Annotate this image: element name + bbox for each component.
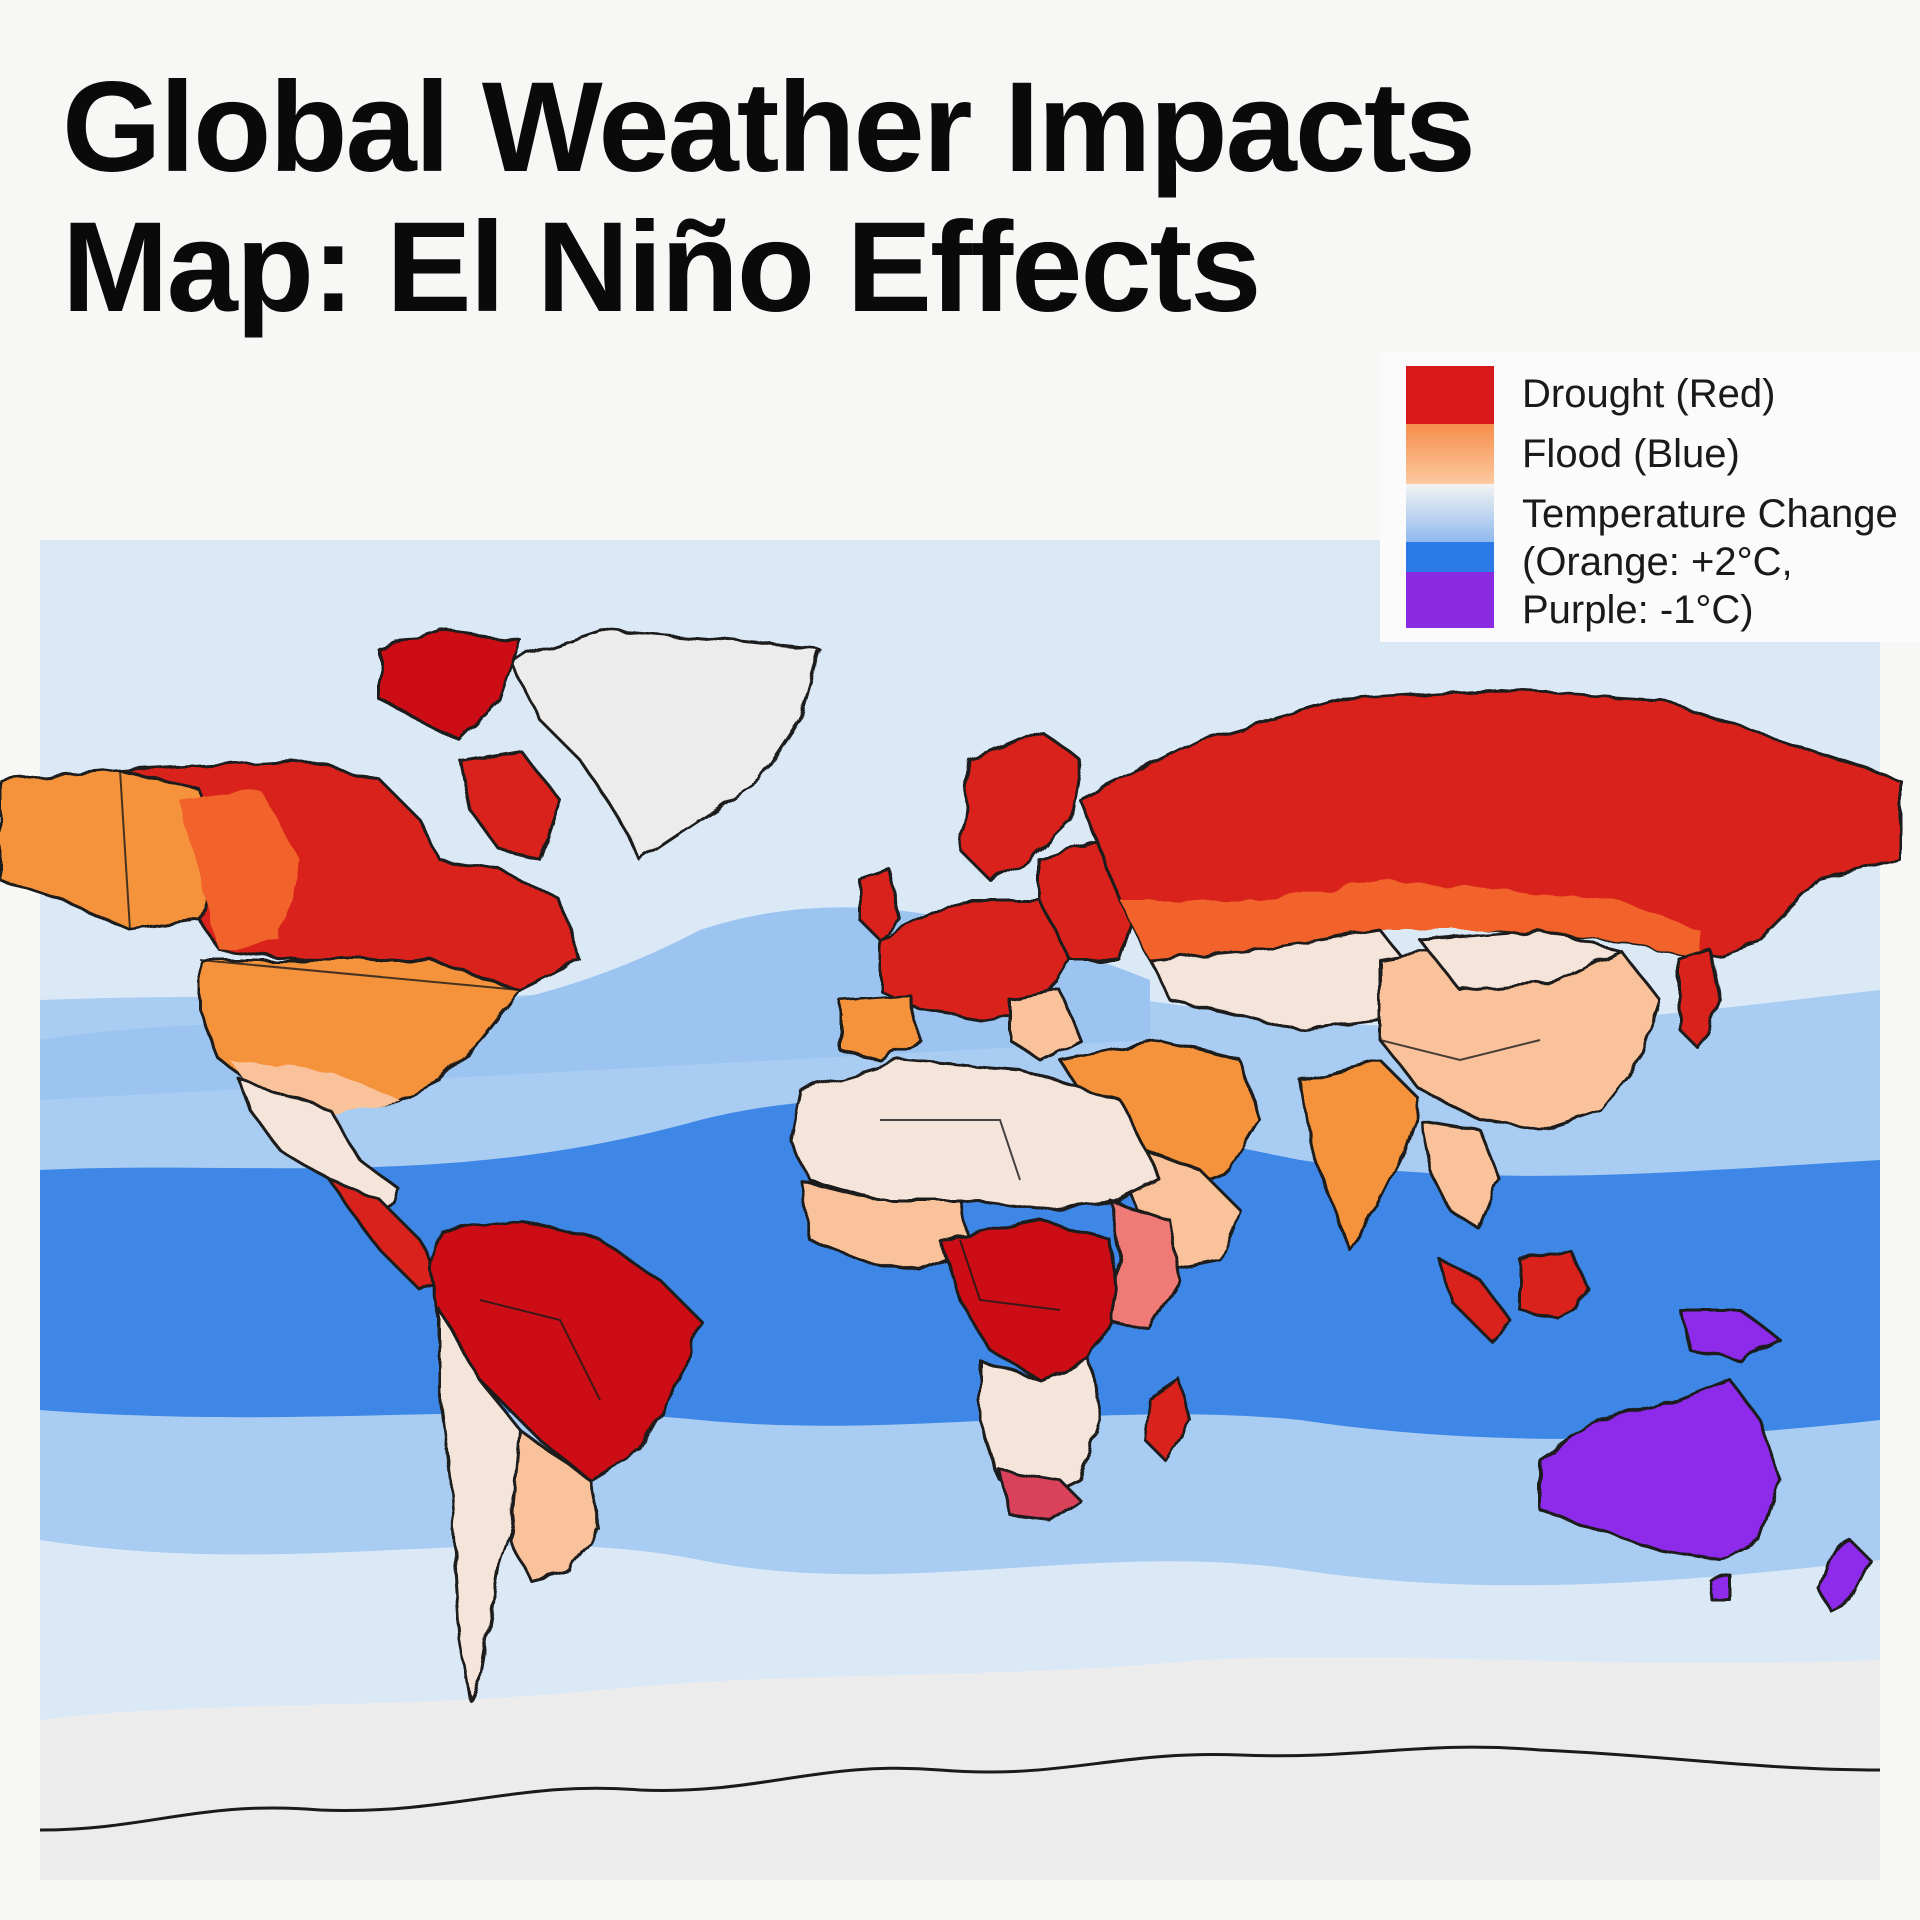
- continents: [0, 628, 1902, 1702]
- page-title: Global Weather Impacts Map: El Niño Effe…: [62, 58, 1562, 338]
- region-new-zealand: [1818, 1538, 1872, 1612]
- border-alaska: [119, 769, 131, 931]
- region-north-africa: [788, 1058, 1162, 1212]
- border-africa-central: [959, 1239, 1061, 1311]
- region-tasmania: [1708, 1573, 1732, 1602]
- region-russia-south: [1120, 880, 1700, 960]
- region-alaska: [0, 768, 222, 932]
- legend-swatch-neutral: [1406, 484, 1494, 542]
- region-central-america: [328, 1178, 442, 1292]
- region-greenland: [508, 628, 822, 862]
- region-arctic-canada: [378, 628, 522, 742]
- title-line-1: Global Weather Impacts: [62, 56, 1476, 199]
- region-indonesia-borneo: [1518, 1248, 1592, 1322]
- legend-label-drought: Drought (Red): [1522, 372, 1776, 416]
- region-iberia: [838, 993, 922, 1062]
- legend-label-temp-3: Purple: -1°C): [1522, 588, 1754, 632]
- border-sa: [479, 1299, 601, 1401]
- region-japan: [1678, 948, 1722, 1052]
- region-balkans: [1008, 988, 1082, 1062]
- region-southern-africa: [978, 1358, 1102, 1502]
- region-uk: [858, 868, 902, 942]
- region-canada-west: [180, 790, 300, 950]
- legend-swatch-cool: [1406, 572, 1494, 628]
- legend-label-flood: Flood (Blue): [1522, 432, 1740, 476]
- country-borders: [119, 769, 1541, 1401]
- legend-label-temp-1: Temperature Change: [1522, 492, 1898, 536]
- border-asia: [1379, 1039, 1541, 1062]
- region-new-guinea: [1678, 1308, 1782, 1362]
- antarctic-ice: [40, 1657, 1880, 1880]
- map-legend: Drought (Red) Flood (Blue) Temperature C…: [1380, 352, 1920, 642]
- region-south-america-mid: [508, 1428, 602, 1582]
- region-west-africa: [798, 1178, 972, 1272]
- region-southeast-asia: [1418, 1118, 1502, 1232]
- antarctic-coast: [39, 1745, 1881, 1832]
- title-line-2: Map: El Niño Effects: [62, 196, 1261, 339]
- region-india: [1298, 1058, 1422, 1252]
- region-baffin: [458, 748, 562, 862]
- region-scandinavia: [958, 728, 1082, 882]
- legend-label-temp-2: (Orange: +2°C,: [1522, 540, 1793, 584]
- region-east-africa: [1108, 1198, 1182, 1332]
- region-australia: [1538, 1378, 1782, 1562]
- region-indonesia-sumatra: [1438, 1258, 1512, 1342]
- border-us-canada: [199, 959, 521, 991]
- region-madagascar: [1143, 1378, 1192, 1462]
- region-mongolia: [1418, 928, 1622, 992]
- region-south-africa: [998, 1468, 1082, 1522]
- legend-swatch-warm: [1406, 424, 1494, 484]
- legend-swatch-drought: [1406, 366, 1494, 424]
- border-africa-north: [880, 1119, 1021, 1181]
